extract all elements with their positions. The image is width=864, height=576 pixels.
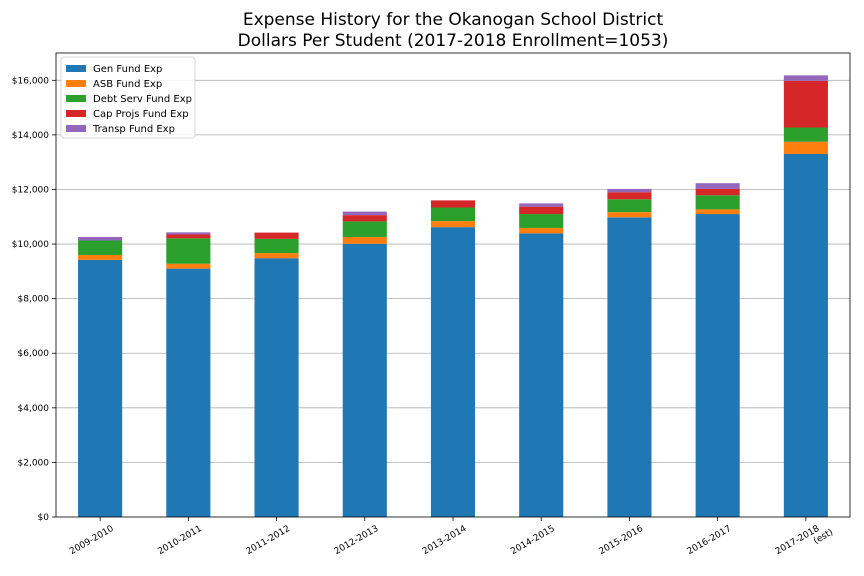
x-tick-label: 2016-2017 xyxy=(686,524,733,557)
bar-segment-debt-serv-fund-exp xyxy=(342,221,387,237)
y-tick-label: $6,000 xyxy=(18,349,50,359)
y-axis: $0 $2,000 $4,000 $6,000 $8,000 $10,000 $12,000… xyxy=(12,76,56,523)
y-tick-label: $8,000 xyxy=(18,295,50,305)
bar-segment-debt-serv-fund-exp xyxy=(519,214,564,228)
legend-swatch xyxy=(66,125,86,132)
legend-box xyxy=(60,56,196,139)
bar-segment-gen-fund-exp xyxy=(166,268,211,517)
legend-label: Debt Serv Fund Exp xyxy=(93,94,192,105)
legend: Gen Fund Exp ASB Fund Exp Debt Serv Fund E… xyxy=(60,56,196,139)
bar-segment-debt-serv-fund-exp xyxy=(254,238,299,254)
bar-stack xyxy=(607,188,652,517)
bar-segment-transp-fund-exp xyxy=(342,211,387,216)
bar-segment-transp-fund-exp xyxy=(783,75,828,81)
y-tick-label: $10,000 xyxy=(12,240,49,250)
y-tick-label: $12,000 xyxy=(12,185,49,195)
bar-segment-transp-fund-exp xyxy=(166,232,211,235)
bar-segment-asb-fund-exp xyxy=(166,263,211,269)
legend-label: ASB Fund Exp xyxy=(93,79,162,90)
bar-segment-transp-fund-exp xyxy=(695,183,740,189)
legend-label: Cap Projs Fund Exp xyxy=(93,109,189,120)
bar-segment-asb-fund-exp xyxy=(783,141,828,154)
bars xyxy=(78,75,828,518)
bar-segment-cap-projs-fund-exp xyxy=(695,188,740,196)
bar-segment-cap-projs-fund-exp xyxy=(342,215,387,222)
bar-segment-transp-fund-exp xyxy=(519,203,564,207)
y-tick-label: $0 xyxy=(38,513,50,523)
legend-swatch xyxy=(66,95,86,102)
bar-segment-debt-serv-fund-exp xyxy=(166,238,211,264)
bar-segment-gen-fund-exp xyxy=(607,217,652,517)
y-tick-label: $16,000 xyxy=(12,76,49,86)
legend-label: Transp Fund Exp xyxy=(92,124,175,135)
bar-segment-gen-fund-exp xyxy=(430,227,476,517)
legend-label: Gen Fund Exp xyxy=(93,64,162,75)
bar-segment-cap-projs-fund-exp xyxy=(783,80,828,128)
x-tick-label: 2017-2018(est) xyxy=(774,519,835,566)
bar-segment-cap-projs-fund-exp xyxy=(519,206,564,215)
bar-segment-asb-fund-exp xyxy=(519,227,564,234)
bar-segment-asb-fund-exp xyxy=(342,236,387,244)
bar-segment-gen-fund-exp xyxy=(783,153,828,518)
bar-segment-asb-fund-exp xyxy=(78,254,123,260)
bar-segment-cap-projs-fund-exp xyxy=(166,234,211,239)
x-tick-label: 2010-2011 xyxy=(156,524,203,557)
bar-segment-cap-projs-fund-exp xyxy=(430,200,476,208)
bar-segment-debt-serv-fund-exp xyxy=(78,240,123,255)
x-tick-label: 2012-2013 xyxy=(333,524,380,557)
y-tick-label: $4,000 xyxy=(18,404,50,414)
bar-segment-gen-fund-exp xyxy=(78,259,123,517)
bar-stack xyxy=(78,236,123,517)
y-tick-label: $2,000 xyxy=(18,458,50,468)
bar-stack xyxy=(342,211,387,517)
bar-segment-asb-fund-exp xyxy=(430,221,476,228)
x-tick-label: 2009-2010 xyxy=(68,524,116,557)
bar-segment-gen-fund-exp xyxy=(519,233,564,517)
bar-segment-asb-fund-exp xyxy=(607,212,652,218)
bar-stack xyxy=(695,183,740,518)
bar-segment-debt-serv-fund-exp xyxy=(695,195,740,210)
bar-segment-cap-projs-fund-exp xyxy=(607,192,652,200)
bar-segment-transp-fund-exp xyxy=(607,188,652,193)
bar-stack xyxy=(166,232,211,517)
bar-stack xyxy=(519,203,564,517)
x-tick-label: 2013-2014 xyxy=(421,524,469,557)
x-axis: 2009-2010 2010-2011 2011-2012 2012-2013 2013… xyxy=(68,517,835,566)
bar-segment-cap-projs-fund-exp xyxy=(254,232,299,239)
legend-swatch xyxy=(66,65,86,72)
x-tick-label: 2015-2016 xyxy=(597,524,645,557)
bar-segment-asb-fund-exp xyxy=(254,253,299,259)
bar-stack xyxy=(783,75,828,518)
bar-segment-gen-fund-exp xyxy=(254,258,299,517)
chart-title: Expense History for the Okanogan School … xyxy=(243,10,664,30)
x-tick-label: 2011-2012 xyxy=(245,524,292,557)
legend-swatch xyxy=(66,110,86,117)
bar-stack xyxy=(254,232,299,517)
y-tick-label: $14,000 xyxy=(12,131,49,141)
x-tick-label: 2014-2015 xyxy=(509,524,556,557)
bar-segment-debt-serv-fund-exp xyxy=(607,199,652,213)
chart-subtitle: Dollars Per Student (2017-2018 Enrollmen… xyxy=(238,31,669,51)
bar-segment-debt-serv-fund-exp xyxy=(430,207,476,222)
bar-segment-transp-fund-exp xyxy=(78,236,123,241)
bar-segment-gen-fund-exp xyxy=(695,214,740,518)
bar-segment-asb-fund-exp xyxy=(695,209,740,215)
legend-swatch xyxy=(66,80,86,87)
bar-stack xyxy=(430,200,476,517)
bar-segment-gen-fund-exp xyxy=(342,243,387,517)
bar-segment-debt-serv-fund-exp xyxy=(783,127,828,142)
